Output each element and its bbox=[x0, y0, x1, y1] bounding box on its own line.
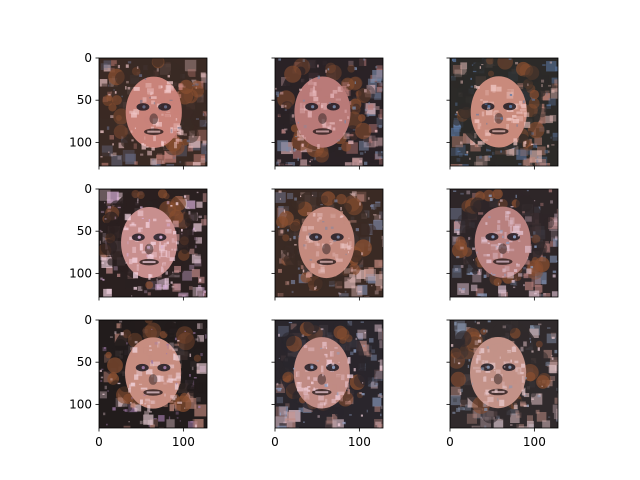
x-tick-label: 0 bbox=[95, 435, 103, 449]
subplot-2-1: 0 100 bbox=[271, 319, 384, 449]
subplot-grid: 0 50 100 0 50 100 0 50 100 0 100 0 100 0 100 bbox=[69, 51, 559, 449]
y-tick-label: 50 bbox=[77, 93, 92, 107]
generated-face-image bbox=[450, 320, 558, 428]
generated-face-image bbox=[99, 58, 207, 166]
axes-frame bbox=[98, 188, 208, 298]
generated-face-image bbox=[99, 189, 207, 297]
axes-frame bbox=[449, 188, 559, 298]
x-tick-label: 0 bbox=[446, 435, 454, 449]
axes-frame bbox=[274, 57, 384, 167]
generated-face-image bbox=[275, 320, 383, 428]
x-tick-label: 100 bbox=[172, 435, 195, 449]
y-tick-label: 100 bbox=[69, 266, 92, 280]
y-tick-label: 50 bbox=[77, 355, 92, 369]
axes-frame bbox=[98, 57, 208, 167]
axes-frame bbox=[274, 188, 384, 298]
subplot-0-1 bbox=[271, 57, 384, 170]
x-tick-label: 100 bbox=[523, 435, 546, 449]
generated-face-image bbox=[99, 320, 207, 428]
axes-frame bbox=[449, 57, 559, 167]
y-tick-label: 0 bbox=[84, 313, 92, 327]
y-tick-label: 50 bbox=[77, 224, 92, 238]
subplot-1-0: 0 50 100 bbox=[69, 182, 208, 301]
generated-face-image bbox=[275, 58, 383, 166]
generated-face-image bbox=[450, 189, 558, 297]
subplot-2-0: 0 50 100 0 100 bbox=[69, 313, 208, 449]
generated-face-image bbox=[450, 58, 558, 166]
generated-face-image bbox=[275, 189, 383, 297]
axes-frame bbox=[98, 319, 208, 429]
y-tick-label: 100 bbox=[69, 397, 92, 411]
subplot-1-1 bbox=[271, 188, 384, 301]
y-tick-label: 0 bbox=[84, 51, 92, 65]
axes-frame bbox=[449, 319, 559, 429]
subplot-1-2 bbox=[446, 188, 559, 301]
x-tick-label: 100 bbox=[348, 435, 371, 449]
subplot-0-2 bbox=[446, 57, 559, 170]
axes-frame bbox=[274, 319, 384, 429]
y-tick-label: 100 bbox=[69, 135, 92, 149]
subplot-0-0: 0 50 100 bbox=[69, 51, 208, 170]
x-tick-label: 0 bbox=[271, 435, 279, 449]
subplot-2-2: 0 100 bbox=[446, 319, 559, 449]
y-tick-label: 0 bbox=[84, 182, 92, 196]
